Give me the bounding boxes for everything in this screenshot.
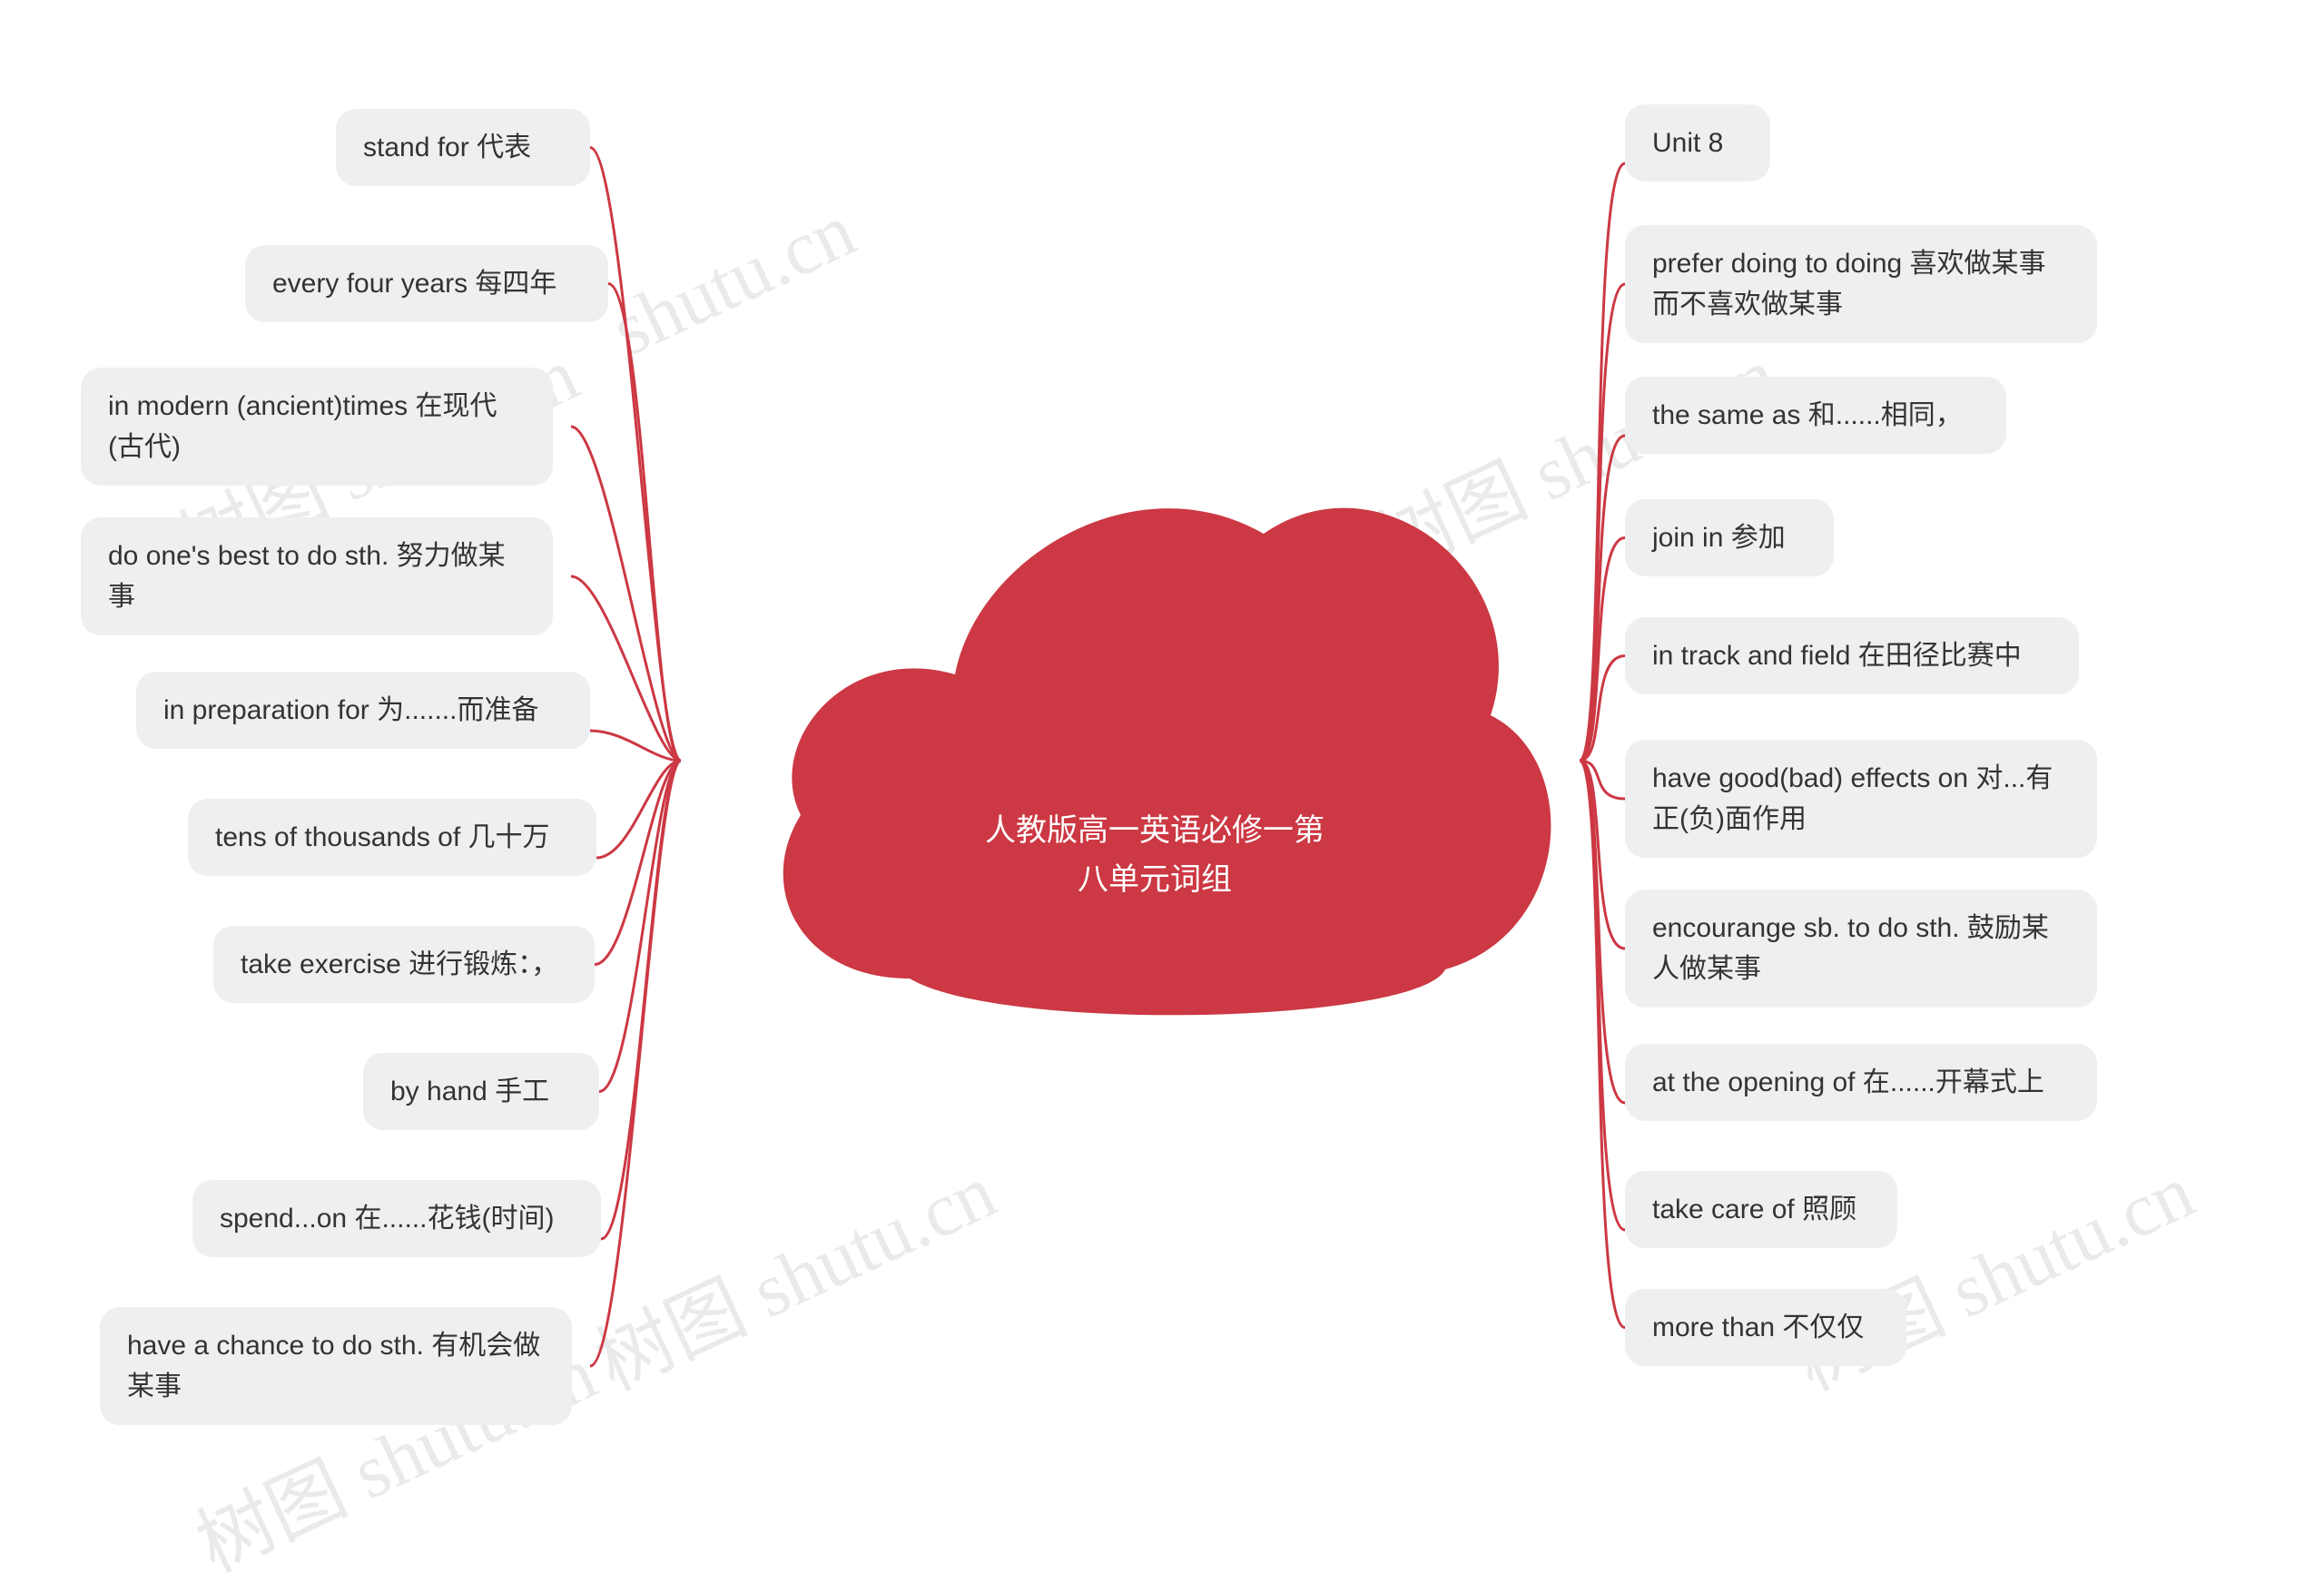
left-node: by hand 手工: [363, 1053, 599, 1130]
left-node: stand for 代表: [336, 109, 590, 186]
right-node: the same as 和......相同，: [1625, 377, 2006, 454]
right-node: join in 参加: [1625, 499, 1834, 576]
left-node: have a chance to do sth. 有机会做某事: [100, 1307, 572, 1425]
left-node: every four years 每四年: [245, 245, 608, 322]
right-node: prefer doing to doing 喜欢做某事而不喜欢做某事: [1625, 225, 2097, 343]
connector-line: [601, 761, 681, 1239]
center-title-line2: 八单元词组: [1078, 862, 1232, 897]
left-node: spend...on 在......花钱(时间): [192, 1180, 601, 1257]
connector-line: [1580, 284, 1625, 761]
left-node: take exercise 进行锻炼：，: [213, 926, 595, 1003]
connector-line: [595, 761, 681, 965]
left-node: in modern (ancient)times 在现代(古代): [81, 368, 553, 486]
connector-line: [590, 148, 681, 762]
mindmap-canvas: 树图 shutu.cn树图 shutu.cn树图 shutu.cn树图 shut…: [0, 0, 2324, 1450]
right-node: more than 不仅仅: [1625, 1289, 1906, 1366]
connector-line: [590, 761, 681, 1366]
right-node: in track and field 在田径比赛中: [1625, 617, 2079, 694]
left-node: in preparation for 为.......而准备: [136, 672, 590, 749]
connector-line: [590, 731, 681, 761]
connector-line: [1580, 761, 1625, 799]
cloud-shape: [746, 470, 1563, 1051]
connector-line: [608, 284, 681, 762]
connector-line: [1580, 656, 1625, 762]
center-topic: 人教版高一英语必修一第 八单元词组: [746, 470, 1563, 1051]
connector-line: [1580, 761, 1625, 1103]
watermark: shutu.cn: [599, 186, 869, 374]
connector-line: [1580, 761, 1625, 1328]
left-node: do one's best to do sth. 努力做某事: [81, 517, 553, 635]
connector-line: [596, 761, 681, 858]
connector-line: [1580, 163, 1625, 761]
right-node: take care of 照顾: [1625, 1171, 1897, 1248]
connector-line: [599, 761, 681, 1092]
connector-line: [1580, 761, 1625, 949]
right-node: have good(bad) effects on 对...有正(负)面作用: [1625, 740, 2097, 858]
connector-line: [1580, 436, 1625, 761]
connector-line: [1580, 538, 1625, 762]
left-node: tens of thousands of 几十万: [188, 799, 596, 876]
center-title-line1: 人教版高一英语必修一第: [985, 813, 1324, 848]
right-node: Unit 8: [1625, 104, 1770, 182]
connector-line: [1580, 761, 1625, 1230]
center-title: 人教版高一英语必修一第 八单元词组: [964, 806, 1345, 905]
watermark: 树图 shutu.cn: [576, 1131, 1009, 1411]
right-node: at the opening of 在......开幕式上: [1625, 1044, 2097, 1121]
right-node: encourange sb. to do sth. 鼓励某人做某事: [1625, 890, 2097, 1008]
